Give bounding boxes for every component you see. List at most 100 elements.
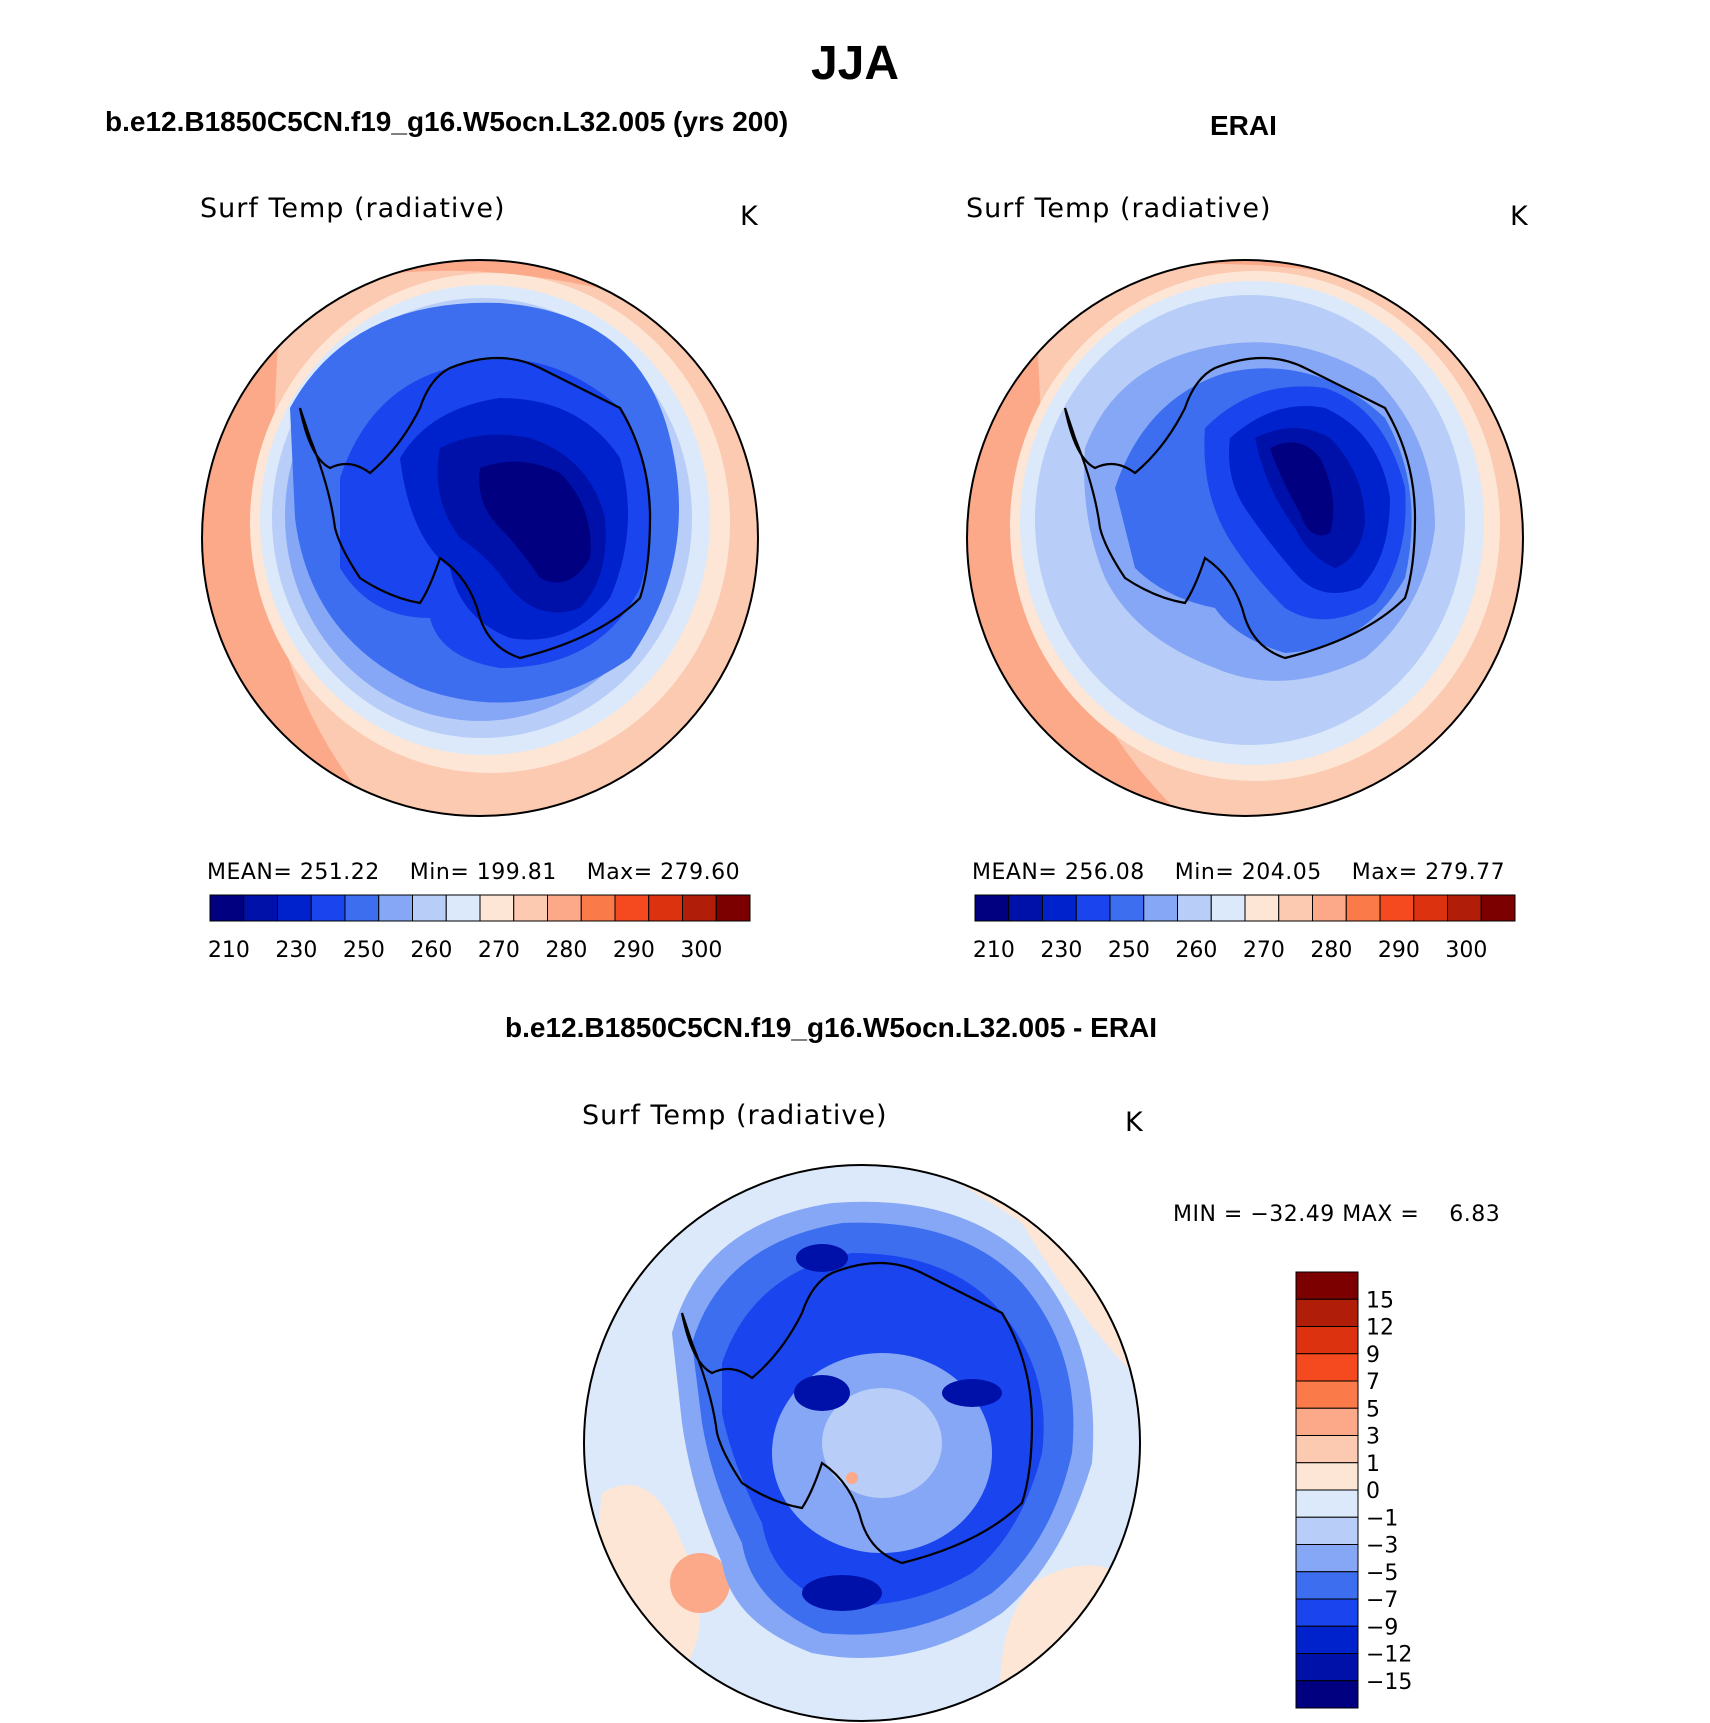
diff-field-minus12-d [796,1244,848,1272]
obs-colorbar-swatch [1143,894,1178,922]
obs-stats: MEAN= 256.08 Min= 204.05 Max= 279.77 [972,860,1505,885]
model-max: Max= 279.60 [586,860,741,885]
obs-colorbar-swatch [1345,894,1381,922]
diff-colorbar-tick-label: −5 [1366,1561,1398,1586]
diff-colorbar-swatch [1295,1598,1359,1627]
model-colorbar-swatch [580,894,616,922]
model-variable-label: Surf Temp (radiative) [200,193,506,224]
diff-colorbar-swatch [1295,1326,1359,1355]
obs-polar-map [966,259,1524,817]
model-units-label: K [740,201,758,232]
model-colorbar-swatch [378,894,413,922]
model-colorbar-tick-label: 300 [680,938,722,963]
obs-colorbar-swatch [1075,894,1111,922]
obs-colorbar-swatch [1008,894,1043,922]
model-stats: MEAN= 251.22 Min= 199.81 Max= 279.60 [207,860,740,885]
obs-antarctica-coastline [1063,356,1417,660]
obs-colorbar-swatch [1312,894,1347,922]
obs-colorbar-swatch [1177,894,1212,922]
model-colorbar: 210 230 250 260 270 280 290 300 [208,894,751,963]
diff-case-title: b.e12.B1850C5CN.f19_g16.W5ocn.L32.005 - … [505,1012,1158,1043]
diff-colorbar-swatch [1295,1407,1359,1436]
model-colorbar-tick-label: 230 [275,938,317,963]
diff-polar-map [583,1164,1141,1722]
obs-colorbar-tick-label: 290 [1378,938,1420,963]
obs-colorbar-swatch [1244,894,1280,922]
diff-colorbar-tick-label: 0 [1366,1479,1380,1504]
diff-colorbar-swatch [1295,1653,1359,1682]
diff-colorbar-tick-label: 7 [1366,1370,1380,1395]
obs-colorbar-swatch [1379,894,1415,922]
model-case-title: b.e12.B1850C5CN.f19_g16.W5ocn.L32.005 (y… [105,106,789,137]
obs-colorbar-tick-label: 210 [973,938,1015,963]
diff-minmax: MIN = −32.49 MAX = 6.83 [1173,1202,1501,1227]
model-field-210 [479,461,591,583]
model-colorbar-swatch [310,894,346,922]
diff-colorbar-swatch [1295,1271,1359,1300]
diff-colorbar-tick-label: 12 [1366,1316,1394,1341]
diff-colorbar-swatch [1295,1489,1359,1518]
obs-colorbar-tick-label: 280 [1310,938,1352,963]
diff-variable-label: Surf Temp (radiative) [582,1100,888,1131]
model-colorbar-tick-label: 210 [208,938,250,963]
diff-colorbar-tick-label: −12 [1366,1643,1412,1668]
diff-colorbar-swatch [1295,1544,1359,1573]
model-polar-map [201,259,759,817]
model-colorbar-swatch [243,894,278,922]
model-colorbar-tick-label: 250 [343,938,385,963]
diff-units-label: K [1125,1107,1143,1138]
obs-colorbar-swatch [1278,894,1313,922]
diff-field-minus12-c [802,1575,882,1611]
obs-colorbar-swatch [974,894,1010,922]
obs-mean: MEAN= 256.08 [972,860,1145,885]
model-colorbar-tick-label: 290 [613,938,655,963]
model-colorbar-swatch [648,894,683,922]
model-colorbar-swatch [614,894,650,922]
obs-colorbar-tick-label: 260 [1175,938,1217,963]
diff-colorbar-swatch [1295,1380,1359,1409]
diff-colorbar-tick-label: 15 [1366,1288,1394,1313]
obs-units-label: K [1510,201,1528,232]
obs-max: Max= 279.77 [1351,860,1506,885]
obs-min: Min= 204.05 [1174,860,1322,885]
model-antarctica-coastline [298,356,652,660]
obs-colorbar-tick-label: 230 [1040,938,1082,963]
obs-colorbar-swatch [1210,894,1246,922]
obs-field-210 [1270,442,1334,536]
diff-colorbar-tick-label: −15 [1366,1670,1412,1695]
model-colorbar-tick-label: 280 [545,938,587,963]
diff-colorbar-swatch [1295,1625,1359,1654]
obs-case-title: ERAI [1210,110,1277,141]
model-colorbar-swatch [277,894,312,922]
diff-field-plus3 [670,1553,730,1613]
obs-variable-label: Surf Temp (radiative) [966,193,1272,224]
model-colorbar-swatch [445,894,481,922]
diff-field-plus3-interior [846,1472,858,1484]
diff-colorbar-swatch [1295,1462,1359,1491]
diff-colorbar-tick-label: −3 [1366,1534,1398,1559]
diff-colorbar-swatch [1295,1298,1359,1327]
main-title: JJA [810,37,900,90]
diff-antarctica-coastline [680,1261,1034,1565]
model-colorbar-swatch [682,894,717,922]
diff-field-minus12-b [942,1379,1002,1407]
diff-colorbar-tick-label: −9 [1366,1615,1398,1640]
model-colorbar-swatch [547,894,582,922]
obs-colorbar-swatch [1480,894,1516,922]
model-colorbar-swatch [715,894,751,922]
diff-field-minus12-a [794,1375,850,1411]
diff-colorbar-swatch [1295,1571,1359,1600]
diff-colorbar-tick-label: −7 [1366,1588,1398,1613]
obs-colorbar-swatch [1447,894,1482,922]
obs-colorbar-swatch [1109,894,1145,922]
obs-colorbar: 210 230 250 260 270 280 290 300 [973,894,1516,963]
diff-colorbar-swatch [1295,1680,1359,1709]
obs-colorbar-swatch [1042,894,1077,922]
diff-colorbar-tick-label: 1 [1366,1452,1380,1477]
model-colorbar-tick-label: 260 [410,938,452,963]
model-map-border [201,259,759,817]
obs-colorbar-tick-label: 270 [1243,938,1285,963]
model-colorbar-swatch [209,894,245,922]
diff-colorbar-tick-label: −1 [1366,1506,1398,1531]
model-colorbar-tick-label: 270 [478,938,520,963]
